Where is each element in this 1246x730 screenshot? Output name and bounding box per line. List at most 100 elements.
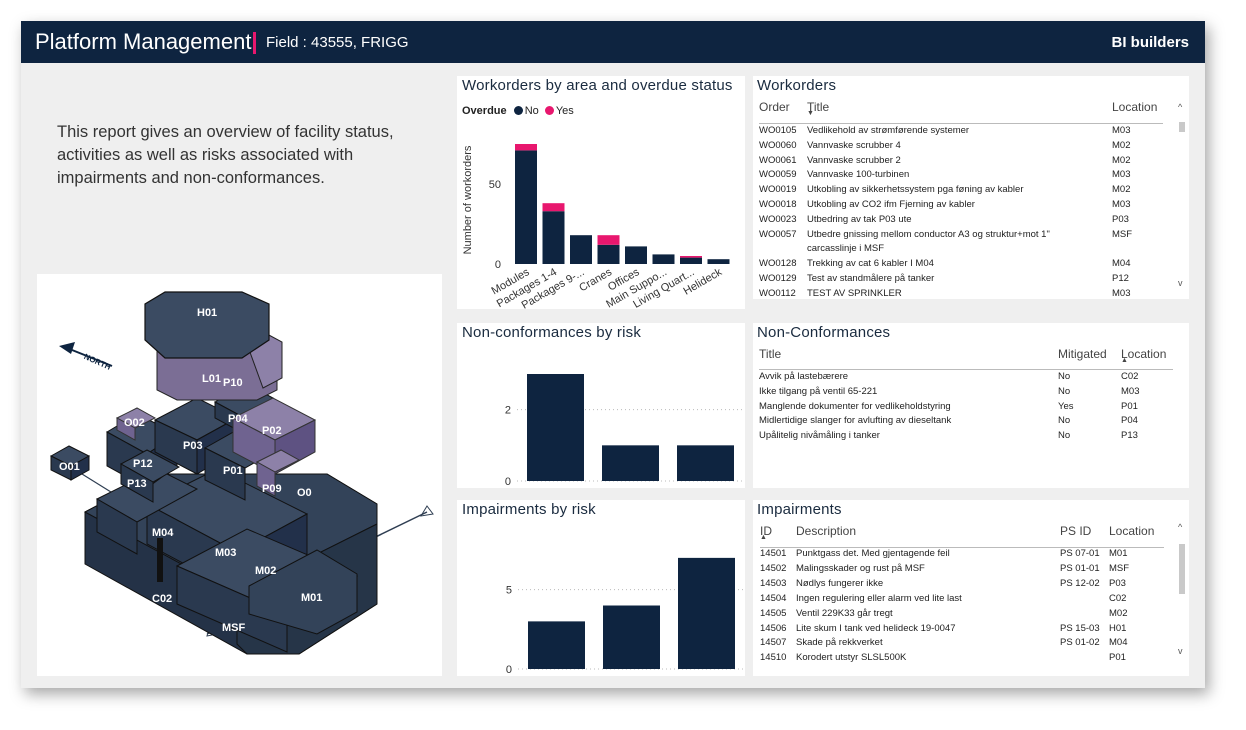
bar-no-5[interactable] bbox=[652, 254, 675, 264]
bar-no-2[interactable] bbox=[570, 235, 592, 264]
nc-table[interactable]: Title Mitigated Location ▲ Avvik på lastebær… bbox=[753, 323, 1189, 488]
table-row[interactable]: WO0105 Vedlikehold av strømførende system… bbox=[753, 125, 1173, 140]
table-row[interactable]: 14502 Malingsskader og rust på MSF PS 01-0… bbox=[753, 563, 1173, 578]
sort-desc-icon[interactable]: ▼ bbox=[807, 110, 814, 117]
map-label-m03[interactable]: M03 bbox=[215, 547, 236, 559]
scroll-thumb[interactable] bbox=[1179, 122, 1185, 132]
bar-no-4[interactable] bbox=[625, 246, 647, 264]
column-header-mitigated[interactable]: Mitigated bbox=[1058, 347, 1107, 361]
table-row[interactable]: WO0112 TEST AV SPRINKLER M03 bbox=[753, 288, 1173, 303]
map-label-o01[interactable]: O01 bbox=[59, 461, 80, 473]
bar-no-0[interactable] bbox=[515, 150, 537, 264]
column-header-location[interactable]: Location bbox=[1121, 347, 1167, 361]
map-label-m01[interactable]: M01 bbox=[301, 592, 322, 604]
map-label-p02[interactable]: P02 bbox=[262, 425, 282, 437]
column-header-description[interactable]: Description bbox=[796, 524, 857, 538]
table-row[interactable]: WO0060 Vannvaske scrubber 4 M02 bbox=[753, 140, 1173, 155]
bar-no-7[interactable] bbox=[707, 259, 730, 264]
column-header-location[interactable]: Location bbox=[1109, 524, 1155, 538]
sort-asc-icon[interactable]: ▲ bbox=[760, 534, 767, 541]
imp-bar-chart[interactable]: 05HighMediumLow bbox=[457, 500, 745, 676]
bar-yes-1[interactable] bbox=[542, 203, 565, 212]
bar-medium[interactable] bbox=[677, 445, 734, 481]
column-header-order[interactable]: Order bbox=[759, 100, 790, 114]
workorders-scrollbar[interactable]: ^ v bbox=[1178, 102, 1186, 292]
map-label-p12[interactable]: P12 bbox=[133, 458, 153, 470]
bar-high[interactable] bbox=[602, 445, 659, 481]
table-row[interactable]: 14507 Skade på rekkverket PS 01-02 M04 bbox=[753, 637, 1173, 652]
table-row[interactable]: WO0059 Vannvaske 100-turbinen M03 bbox=[753, 169, 1173, 184]
bar-medium[interactable] bbox=[603, 605, 660, 670]
scroll-thumb[interactable] bbox=[1179, 544, 1185, 594]
map-label-m02[interactable]: M02 bbox=[255, 565, 276, 577]
column-header-title[interactable]: Title bbox=[807, 100, 830, 114]
table-row[interactable]: Upålitelig nivåmåling i tanker No P13 bbox=[753, 430, 1173, 445]
platform-map[interactable]: NORTH bbox=[37, 274, 442, 676]
column-header-location[interactable]: Location bbox=[1112, 100, 1158, 114]
map-label-h01[interactable]: H01 bbox=[197, 307, 217, 319]
nc-bar-chart[interactable]: 02LowHighMedium bbox=[457, 323, 745, 488]
imp-table[interactable]: ID Description PS ID Location ▲ 14501 Punktgas… bbox=[753, 500, 1189, 676]
nc-chart-panel[interactable]: Non-conformances by risk 02LowHighMedium bbox=[457, 323, 745, 488]
map-label-p01[interactable]: P01 bbox=[223, 465, 243, 477]
scroll-up-icon[interactable]: ^ bbox=[1178, 522, 1183, 532]
map-label-p03[interactable]: P03 bbox=[183, 440, 203, 452]
table-row[interactable]: Midlertidige slanger for avlufting av di… bbox=[753, 415, 1173, 430]
bar-high[interactable] bbox=[528, 621, 585, 669]
column-header-ps-id[interactable]: PS ID bbox=[1060, 524, 1092, 538]
table-row[interactable]: WO0129 Test av standmålere på tanker P12 bbox=[753, 273, 1173, 288]
table-cell: Lite skum I tank ved helideck 19-0047 bbox=[796, 622, 956, 634]
table-row[interactable]: WO0061 Vannvaske scrubber 2 M02 bbox=[753, 155, 1173, 170]
table-row[interactable]: 14510 Korodert utstyr SLSL500K P01 bbox=[753, 652, 1173, 667]
bar-yes-3[interactable] bbox=[597, 235, 620, 245]
table-row[interactable]: 14505 Ventil 229K33 går tregt M02 bbox=[753, 608, 1173, 623]
table-row[interactable]: WO0018 Utkobling av CO2 ifm Fjerning av k… bbox=[753, 199, 1173, 214]
bar-yes-0[interactable] bbox=[515, 144, 537, 151]
table-row[interactable]: WO0128 Trekking av cat 6 kabler I M04 M04 bbox=[753, 258, 1173, 273]
sort-asc-icon[interactable]: ▲ bbox=[1121, 357, 1128, 364]
map-label-l01[interactable]: L01 bbox=[202, 373, 221, 385]
map-label-msf[interactable]: MSF bbox=[222, 622, 246, 634]
bar-low[interactable] bbox=[527, 374, 584, 481]
table-row[interactable]: 14506 Lite skum I tank ved helideck 19-00… bbox=[753, 623, 1173, 638]
imp-chart-panel[interactable]: Impairments by risk 05HighMediumLow bbox=[457, 500, 745, 676]
workorders-table[interactable]: Order Title Location ▼ WO0105 Vedlikehold av … bbox=[753, 76, 1189, 299]
table-row[interactable]: 14503 Nødlys fungerer ikke PS 12-02 P03 bbox=[753, 578, 1173, 593]
map-label-p10[interactable]: P10 bbox=[223, 377, 243, 389]
scroll-down-icon[interactable]: v bbox=[1178, 278, 1183, 288]
table-row[interactable]: Manglende dokumenter for vedlikeholdstyr… bbox=[753, 401, 1173, 416]
map-label-p13[interactable]: P13 bbox=[127, 478, 147, 490]
bar-no-1[interactable] bbox=[542, 211, 565, 264]
map-label-c02[interactable]: C02 bbox=[152, 593, 172, 605]
table-row[interactable]: Ikke tilgang på ventil 65-221 No M03 bbox=[753, 386, 1173, 401]
table-row[interactable]: 14504 Ingen regulering eller alarm ved li… bbox=[753, 593, 1173, 608]
bar-no-6[interactable] bbox=[680, 257, 702, 264]
table-row[interactable]: Avvik på lastebærere No C02 bbox=[753, 371, 1173, 386]
table-row[interactable]: WO0023 Utbedring av tak P03 ute P03 bbox=[753, 214, 1173, 229]
map-label-o0[interactable]: O0 bbox=[297, 487, 312, 499]
workorders-chart-panel[interactable]: Workorders by area and overdue status Ov… bbox=[457, 76, 745, 309]
bar-low[interactable] bbox=[678, 557, 735, 669]
column-header-title[interactable]: Title bbox=[759, 347, 782, 361]
legend-item-yes[interactable]: Yes bbox=[544, 105, 574, 117]
table-row[interactable]: WO0057 Utbedre gnissing mellom conductor … bbox=[753, 229, 1173, 244]
nc-table-panel[interactable]: Non-Conformances Title Mitigated Location ▲… bbox=[753, 323, 1189, 488]
platform-map-panel[interactable]: NORTH bbox=[37, 274, 442, 676]
imp-table-panel[interactable]: Impairments ID Description PS ID Location ▲ 1… bbox=[753, 500, 1189, 676]
table-row[interactable]: WO0019 Utkobling av sikkerhetssystem pga … bbox=[753, 184, 1173, 199]
bar-yes-6[interactable] bbox=[680, 256, 702, 258]
map-label-o02[interactable]: O02 bbox=[124, 417, 145, 429]
table-row[interactable]: carcasslinje i MSF bbox=[753, 243, 1173, 258]
map-label-p04[interactable]: P04 bbox=[228, 413, 248, 425]
imp-scrollbar[interactable]: ^ v bbox=[1178, 522, 1186, 672]
scroll-down-icon[interactable]: v bbox=[1178, 646, 1183, 656]
map-label-m04[interactable]: M04 bbox=[152, 527, 174, 539]
bar-no-3[interactable] bbox=[597, 244, 620, 264]
legend-item-no[interactable]: No bbox=[513, 105, 539, 117]
column-header-id[interactable]: ID bbox=[760, 524, 772, 538]
map-label-p09[interactable]: P09 bbox=[262, 483, 282, 495]
workorders-table-panel[interactable]: Workorders Order Title Location ▼ WO0105 Vedl… bbox=[753, 76, 1189, 299]
table-row[interactable]: 14501 Punktgass det. Med gjentagende feil… bbox=[753, 548, 1173, 563]
scroll-up-icon[interactable]: ^ bbox=[1178, 102, 1183, 112]
